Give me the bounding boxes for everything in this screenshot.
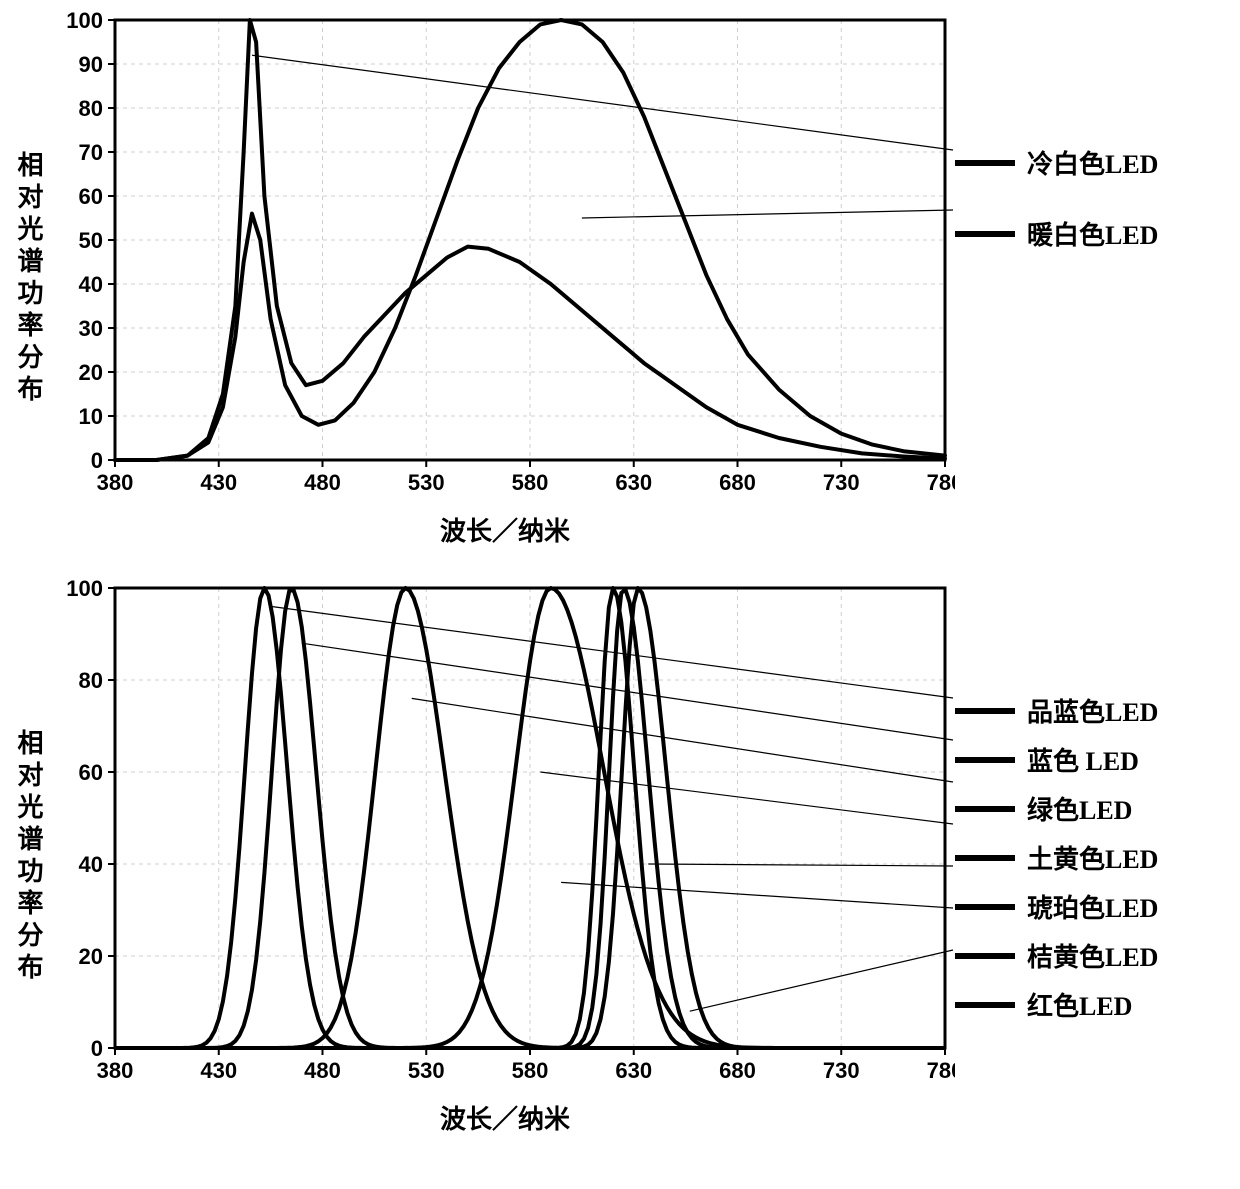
svg-text:0: 0 <box>91 1036 103 1061</box>
legend-swatch <box>955 855 1015 861</box>
svg-text:380: 380 <box>97 1058 134 1083</box>
svg-text:630: 630 <box>615 1058 652 1083</box>
svg-text:380: 380 <box>97 470 134 495</box>
legend-label: 琥珀色LED <box>1027 888 1158 925</box>
chart-2: 相对光谱功率分布 380 430 480 530 580 630 680 730 780 0 20 4… <box>10 578 1230 1136</box>
svg-text:100: 100 <box>66 578 103 601</box>
legend-label: 土黄色LED <box>1027 839 1158 876</box>
legend-item-cool-white-led: 冷白色LED <box>955 144 1158 181</box>
legend-item-red-led: 红色LED <box>955 986 1158 1023</box>
legend-swatch <box>955 953 1015 959</box>
legend-label: 红色LED <box>1027 986 1132 1023</box>
leader-line <box>252 55 953 150</box>
svg-text:50: 50 <box>79 228 103 253</box>
svg-text:480: 480 <box>304 1058 341 1083</box>
chart1-plot-container: 380 430 480 530 580 630 680 730 780 0 10 20 30 40 50 60… <box>55 10 955 548</box>
svg-text:60: 60 <box>79 184 103 209</box>
svg-text:80: 80 <box>79 96 103 121</box>
svg-text:780: 780 <box>927 1058 955 1083</box>
svg-text:730: 730 <box>823 1058 860 1083</box>
chart-1: 相对光谱功率分布 380 430 480 530 580 630 680 730 780 0 10 2… <box>10 10 1230 548</box>
chart1-ylabel: 相对光谱功率分布 <box>10 151 47 407</box>
svg-text:90: 90 <box>79 52 103 77</box>
legend-label: 品蓝色LED <box>1027 692 1158 729</box>
svg-text:60: 60 <box>79 760 103 785</box>
legend-swatch <box>955 1002 1015 1008</box>
chart2-ylabel: 相对光谱功率分布 <box>10 729 47 985</box>
svg-text:630: 630 <box>615 470 652 495</box>
svg-text:20: 20 <box>79 360 103 385</box>
svg-text:530: 530 <box>408 470 445 495</box>
legend-label: 绿色LED <box>1027 790 1132 827</box>
leader-line <box>540 772 953 824</box>
svg-text:480: 480 <box>304 470 341 495</box>
yellow-led <box>115 588 945 1048</box>
chart2-xlabel: 波长／纳米 <box>55 1099 955 1136</box>
svg-text:430: 430 <box>200 470 237 495</box>
svg-text:780: 780 <box>927 470 955 495</box>
leader-line <box>690 950 953 1011</box>
chart2-svg: 380 430 480 530 580 630 680 730 780 0 20 40 60 80 100 <box>55 578 955 1088</box>
legend-swatch <box>955 806 1015 812</box>
svg-text:680: 680 <box>719 1058 756 1083</box>
legend-swatch <box>955 708 1015 714</box>
legend-label: 冷白色LED <box>1027 144 1158 181</box>
legend-item-blue-led: 蓝色 LED <box>955 741 1158 778</box>
legend-item-orange-led: 桔黄色LED <box>955 937 1158 974</box>
legend-swatch <box>955 160 1015 166</box>
legend-swatch <box>955 757 1015 763</box>
svg-text:80: 80 <box>79 668 103 693</box>
leader-line <box>582 210 953 218</box>
svg-text:730: 730 <box>823 470 860 495</box>
legend-label: 桔黄色LED <box>1027 937 1158 974</box>
svg-text:100: 100 <box>66 10 103 33</box>
legend-item-amber-led: 琥珀色LED <box>955 888 1158 925</box>
leader-line <box>561 882 953 908</box>
legend-label: 暖白色LED <box>1027 215 1158 252</box>
legend-swatch <box>955 231 1015 237</box>
svg-text:20: 20 <box>79 944 103 969</box>
svg-text:430: 430 <box>200 1058 237 1083</box>
svg-text:680: 680 <box>719 470 756 495</box>
legend-item-green-led: 绿色LED <box>955 790 1158 827</box>
svg-text:0: 0 <box>91 448 103 473</box>
legend-item-royal-blue-led: 品蓝色LED <box>955 692 1158 729</box>
legend-label: 蓝色 LED <box>1027 741 1139 778</box>
svg-text:530: 530 <box>408 1058 445 1083</box>
chart2-legend: 品蓝色LED 蓝色 LED 绿色LED 土黄色LED 琥珀色LED 桔黄色LED 红色LED <box>955 578 1158 1027</box>
svg-text:30: 30 <box>79 316 103 341</box>
legend-item-warm-white-led: 暖白色LED <box>955 215 1158 252</box>
svg-text:580: 580 <box>512 470 549 495</box>
chart1-legend: 冷白色LED 暖白色LED <box>955 10 1158 256</box>
legend-item-yellow-led: 土黄色LED <box>955 839 1158 876</box>
svg-text:40: 40 <box>79 852 103 877</box>
svg-text:40: 40 <box>79 272 103 297</box>
legend-swatch <box>955 904 1015 910</box>
leader-line <box>412 698 953 782</box>
svg-text:580: 580 <box>512 1058 549 1083</box>
svg-text:10: 10 <box>79 404 103 429</box>
chart1-svg: 380 430 480 530 580 630 680 730 780 0 10 20 30 40 50 60… <box>55 10 955 500</box>
chart2-plot-container: 380430480530580630680730780020406080100 … <box>55 578 955 1136</box>
chart1-xlabel: 波长／纳米 <box>55 511 955 548</box>
svg-text:70: 70 <box>79 140 103 165</box>
